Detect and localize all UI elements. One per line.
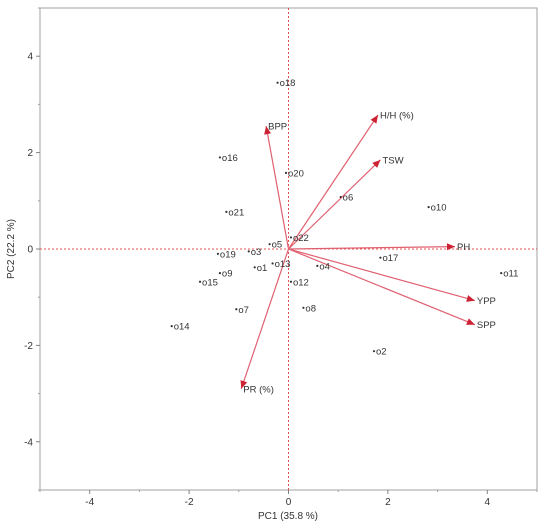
y-tick-label: 2 [27, 148, 33, 159]
score-point-label: o3 [251, 247, 262, 258]
score-point-label: o21 [228, 207, 244, 218]
score-point-label: o16 [222, 153, 238, 164]
score-point-label: o7 [238, 305, 249, 316]
loading-vectors: BPP H/H (%) TSW PH YPP SPP PR (%) [240, 111, 496, 395]
score-point-label: o5 [272, 240, 283, 251]
score-point [276, 81, 279, 84]
score-point [235, 308, 238, 311]
loading-vector-arrowhead [370, 115, 378, 124]
loading-vector-label: YPP [477, 296, 496, 307]
score-point [268, 243, 271, 246]
x-tick-label: 0 [286, 497, 292, 508]
score-point [289, 280, 293, 283]
score-point [218, 272, 222, 275]
axis-ticks: -4 -2 0 2 4 4 2 0 -2 -4 [24, 7, 538, 508]
loading-vector-label: TSW [382, 155, 403, 166]
score-point-label: o14 [174, 322, 190, 333]
y-tick-label: 4 [27, 52, 33, 63]
score-point-label: o1 [257, 263, 268, 274]
score-point-label: o13 [275, 259, 291, 270]
loading-vector-label: BPP [268, 122, 287, 133]
score-point [284, 171, 288, 174]
score-point [216, 252, 220, 255]
score-point [372, 350, 376, 353]
score-point [339, 195, 342, 199]
x-axis-title: PC1 (35.8 %) [258, 511, 318, 522]
score-point [170, 325, 173, 328]
score-point [289, 236, 293, 239]
y-tick-label: 0 [27, 245, 33, 256]
score-point [218, 156, 222, 159]
y-tick-label: -4 [24, 437, 33, 448]
x-tick-label: -4 [85, 497, 94, 508]
x-tick-label: 2 [385, 497, 391, 508]
x-tick-label: -2 [185, 497, 194, 508]
loading-vector-arrowhead [372, 159, 381, 168]
score-point-label: o6 [343, 192, 354, 203]
loading-vector-label: PH [457, 242, 470, 253]
score-point-label: o17 [382, 253, 398, 264]
loading-vector-arrowhead [446, 243, 455, 251]
loading-vector-line [265, 125, 290, 250]
score-point-label: o19 [220, 249, 236, 260]
score-point-label: o22 [293, 233, 309, 244]
loading-vector-label: H/H (%) [380, 111, 414, 122]
loading-vector-line [288, 159, 381, 250]
score-point-label: o18 [280, 78, 296, 89]
loading-vector-line [288, 248, 476, 302]
score-point [316, 264, 319, 267]
score-point-label: o20 [288, 168, 304, 179]
score-point-label: o9 [222, 269, 233, 280]
score-point-label: o15 [202, 277, 218, 288]
loading-vector-arrowhead [466, 318, 475, 325]
score-point [253, 266, 256, 269]
score-point [198, 280, 202, 283]
score-point [247, 250, 250, 253]
loading-vector-line [240, 248, 290, 389]
loading-vector-label: PR (%) [243, 384, 274, 395]
score-point [271, 262, 274, 265]
score-point-label: o4 [319, 261, 330, 272]
loading-vector-arrowhead [466, 295, 475, 302]
loading-vector-label: SPP [477, 320, 496, 331]
score-point [379, 256, 382, 259]
y-axis-title: PC2 (22.2 %) [6, 219, 17, 279]
score-point-label: o12 [293, 277, 309, 288]
score-point-label: o11 [503, 269, 518, 280]
score-point [302, 306, 305, 309]
score-point [427, 205, 430, 209]
score-point [225, 210, 228, 213]
y-tick-label: -2 [24, 341, 33, 352]
loading-vector-arrowhead [264, 126, 272, 135]
score-point-label: o2 [376, 347, 387, 358]
x-tick-label: 4 [485, 497, 491, 508]
loading-vector-line [288, 114, 379, 250]
loading-vector-arrowhead [240, 380, 248, 389]
score-point-label: o10 [431, 203, 447, 214]
score-point-label: o8 [305, 303, 316, 314]
loading-vector-line [288, 245, 456, 250]
score-point [500, 272, 503, 275]
loading-vector-line [288, 248, 476, 326]
